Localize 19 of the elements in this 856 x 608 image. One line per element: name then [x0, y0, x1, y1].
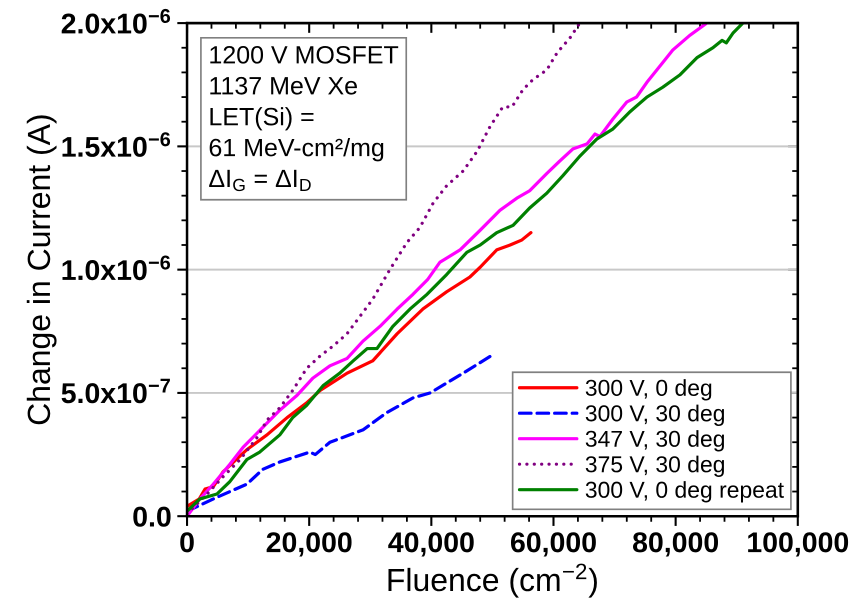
- y-tick-label: 2.0x10$^{−6}$: [62, 8, 170, 34]
- annotation: 1200 V MOSFET 1137 MeV Xe LET(Si) = 61 MeV-cm²/mg ΔI$_{G}$ = ΔI$_{D}$: [209, 46, 398, 192]
- legend-label: 347 V, 30 deg: [586, 430, 724, 452]
- legend-label: 300 V, 0 deg: [586, 379, 712, 400]
- y-tick-label: 1.0x10$^{−6}$: [62, 255, 170, 280]
- legend-label: 300 V, 30 deg: [586, 404, 724, 426]
- x-tick-label: 60,000: [510, 532, 596, 557]
- y-tick-label: 1.5x10$^{−6}$: [62, 132, 170, 157]
- x-axis-title: Fluence (cm$^{−2}$): [388, 564, 597, 598]
- x-tick-label: 100,000: [748, 532, 848, 557]
- y-tick-label: 5.0x10$^{−7}$: [62, 378, 170, 404]
- legend-label: 375 V, 30 deg: [586, 456, 724, 477]
- x-tick-label: 20,000: [266, 532, 352, 557]
- legend-label: 300 V, 0 deg repeat: [586, 481, 784, 502]
- x-tick-label: 40,000: [388, 532, 474, 557]
- x-tick-label: 80,000: [633, 532, 718, 557]
- x-tick-label: 0: [180, 532, 194, 552]
- y-tick-label: 0.0: [133, 506, 171, 527]
- y-axis-title: Change in Current (A): [26, 115, 57, 424]
